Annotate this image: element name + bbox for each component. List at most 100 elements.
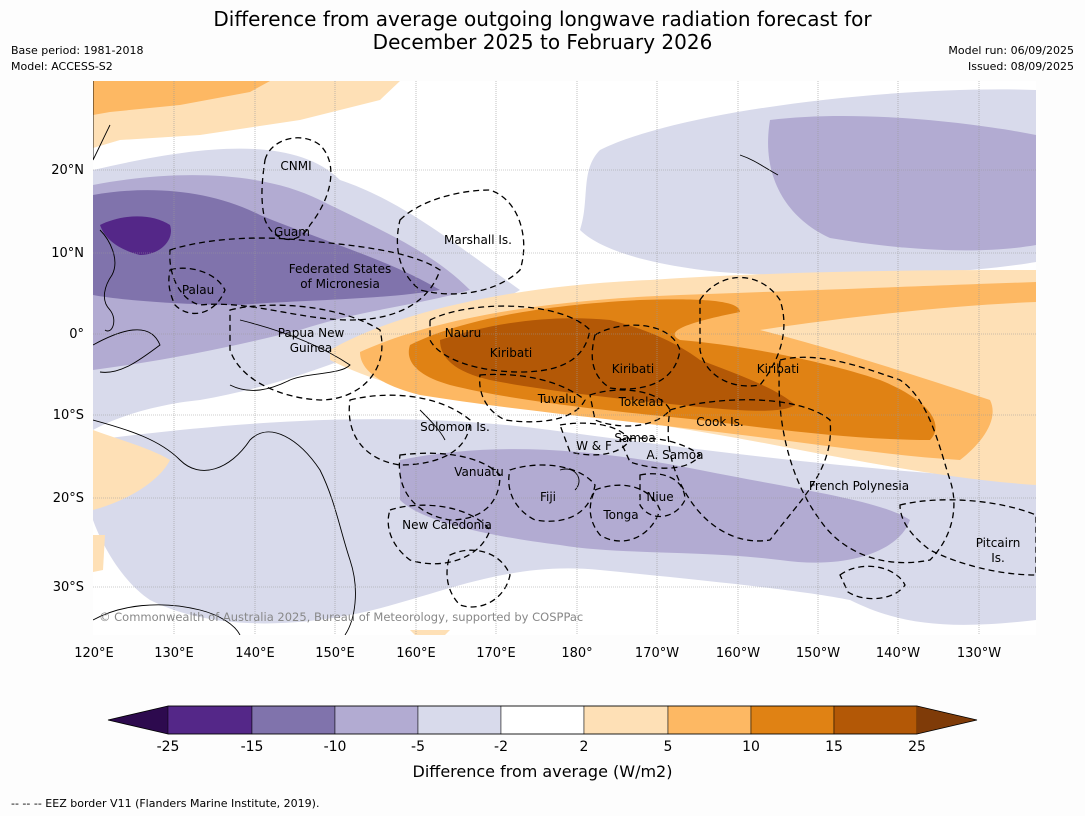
eez-tuvalu bbox=[479, 373, 586, 423]
eez-pitcairn-south bbox=[839, 565, 906, 600]
eez-samoa bbox=[619, 437, 701, 469]
colorbar-tick-label: 10 bbox=[742, 739, 760, 755]
eez-new-caledonia bbox=[387, 504, 491, 565]
lat-label: 0° bbox=[69, 327, 84, 342]
region-label-palau: Palau bbox=[182, 283, 214, 297]
region-label-tonga: Tonga bbox=[602, 508, 638, 522]
colorbar-tick-label: -5 bbox=[411, 739, 425, 755]
eez-norfolk bbox=[446, 549, 511, 608]
eez-tokelau bbox=[589, 389, 671, 427]
region-label-tokelau: Tokelau bbox=[618, 395, 664, 409]
region-label-solomon: Solomon Is. bbox=[420, 420, 490, 434]
colorbar-tick-label: -25 bbox=[157, 739, 180, 755]
eez-niue bbox=[639, 473, 686, 518]
eez-french-polynesia bbox=[778, 356, 955, 564]
region-label-marshall: Marshall Is. bbox=[444, 233, 512, 247]
colorbar-swatch bbox=[167, 705, 253, 735]
lon-label: 180° bbox=[561, 646, 592, 661]
colorbar-tick-label: 2 bbox=[580, 739, 589, 755]
model-name: Model: ACCESS-S2 bbox=[11, 60, 113, 73]
eez-png bbox=[229, 304, 383, 401]
lat-label: 20°S bbox=[53, 491, 84, 506]
region-label-pitcairn-2: Is. bbox=[991, 551, 1005, 565]
lat-label: 20°N bbox=[51, 163, 84, 178]
colorbar-tick-label: -2 bbox=[494, 739, 508, 755]
coast-australia bbox=[93, 419, 356, 635]
anom-band-north-5to10 bbox=[93, 81, 270, 115]
coastlines bbox=[93, 81, 779, 635]
model-run: Model run: 06/09/2025 bbox=[948, 44, 1074, 57]
lon-label: 120°E bbox=[74, 646, 114, 661]
colorbar-outline bbox=[107, 705, 978, 735]
region-label-cook: Cook Is. bbox=[696, 415, 743, 429]
region-label-samoa: Samoa bbox=[614, 431, 655, 445]
coast-philippines bbox=[99, 229, 116, 332]
copyright-notice: © Commonwealth of Australia 2025, Bureau… bbox=[99, 610, 583, 624]
region-label-png-2: Guinea bbox=[290, 341, 333, 355]
region-label-new-caledonia: New Caledonia bbox=[402, 518, 492, 532]
coast-hawaii bbox=[739, 154, 779, 176]
region-label-fsm-2: of Micronesia bbox=[300, 277, 380, 291]
region-label-vanuatu: Vanuatu bbox=[454, 465, 504, 479]
region-label-nauru: Nauru bbox=[445, 326, 481, 340]
lon-label: 170°E bbox=[476, 646, 516, 661]
eez-footnote: -- -- -- EEZ border V11 (Flanders Marine… bbox=[11, 797, 320, 810]
region-label-american-samoa: A. Samoa bbox=[647, 448, 704, 462]
region-label-tuvalu: Tuvalu bbox=[537, 392, 577, 406]
colorbar-tick-label: 5 bbox=[664, 739, 673, 755]
map-field bbox=[93, 81, 1036, 635]
anom-region-eq-15to25 bbox=[440, 318, 795, 411]
lon-label: 160°E bbox=[396, 646, 436, 661]
colorbar-label: Difference from average (W/m2) bbox=[412, 762, 673, 781]
chart-title: Difference from average outgoing longwav… bbox=[0, 8, 1085, 54]
graticule bbox=[93, 81, 1036, 635]
eez-borders bbox=[168, 137, 1036, 608]
anom-region-sw2-2to5 bbox=[93, 535, 105, 572]
region-label-cnmi: CNMI bbox=[280, 159, 311, 173]
lon-label: 140°W bbox=[876, 646, 920, 661]
title-line-1: Difference from average outgoing longwav… bbox=[213, 7, 872, 31]
eez-pitcairn bbox=[899, 499, 1036, 576]
region-label-french-polynesia: French Polynesia bbox=[809, 479, 909, 493]
anom-region-s-2to5 bbox=[410, 630, 450, 635]
lon-label: 130°W bbox=[957, 646, 1001, 661]
lon-label: 130°E bbox=[154, 646, 194, 661]
colorbar-extend-low bbox=[108, 706, 168, 734]
region-label-kiribati-east: Kiribati bbox=[757, 362, 799, 376]
colorbar-ticks: -25 -15 -10 -5 -2 2 5 10 15 25 bbox=[157, 739, 926, 755]
lon-label: 140°E bbox=[235, 646, 275, 661]
eez-kiribati-west bbox=[429, 305, 591, 373]
anom-region-ne-m10m5 bbox=[768, 115, 1036, 251]
lat-label: 10°N bbox=[51, 246, 84, 261]
lon-label: 150°W bbox=[796, 646, 840, 661]
region-label-fsm-1: Federated States bbox=[289, 262, 391, 276]
meta-right: Model run: 06/09/2025 Issued: 08/09/2025 bbox=[948, 43, 1074, 75]
colorbar-extend-high bbox=[917, 706, 977, 734]
colorbar-swatch bbox=[500, 705, 585, 735]
coast-asia bbox=[93, 81, 111, 161]
colorbar-swatch bbox=[251, 705, 336, 735]
coast-solomons bbox=[419, 409, 446, 441]
lon-label: 150°E bbox=[315, 646, 355, 661]
colorbar bbox=[107, 705, 978, 735]
lon-label: 170°W bbox=[635, 646, 679, 661]
eez-fsm bbox=[169, 237, 441, 321]
eez-vanuatu bbox=[398, 452, 501, 521]
colorbar-swatch bbox=[667, 705, 752, 735]
eez-palau bbox=[168, 267, 226, 314]
eez-fiji bbox=[508, 464, 596, 522]
region-label-fiji: Fiji bbox=[540, 490, 556, 504]
coast-australia-south bbox=[93, 604, 241, 635]
region-label-niue: Niue bbox=[646, 490, 673, 504]
region-label-kiribati-central: Kiribati bbox=[612, 362, 654, 376]
eez-cnmi bbox=[261, 137, 332, 241]
eez-cook bbox=[667, 399, 832, 542]
meta-left: Base period: 1981-2018 Model: ACCESS-S2 bbox=[11, 43, 143, 75]
region-label-pitcairn-1: Pitcairn bbox=[976, 536, 1021, 550]
colorbar-swatch bbox=[833, 705, 918, 735]
eez-solomon bbox=[348, 394, 471, 466]
colorbar-tick-label: 15 bbox=[825, 739, 843, 755]
coast-new-guinea bbox=[229, 319, 351, 391]
lon-labels: 120°E 130°E 140°E 150°E 160°E 170°E 180°… bbox=[74, 646, 1001, 661]
anom-region-s-m10m5 bbox=[400, 449, 910, 563]
